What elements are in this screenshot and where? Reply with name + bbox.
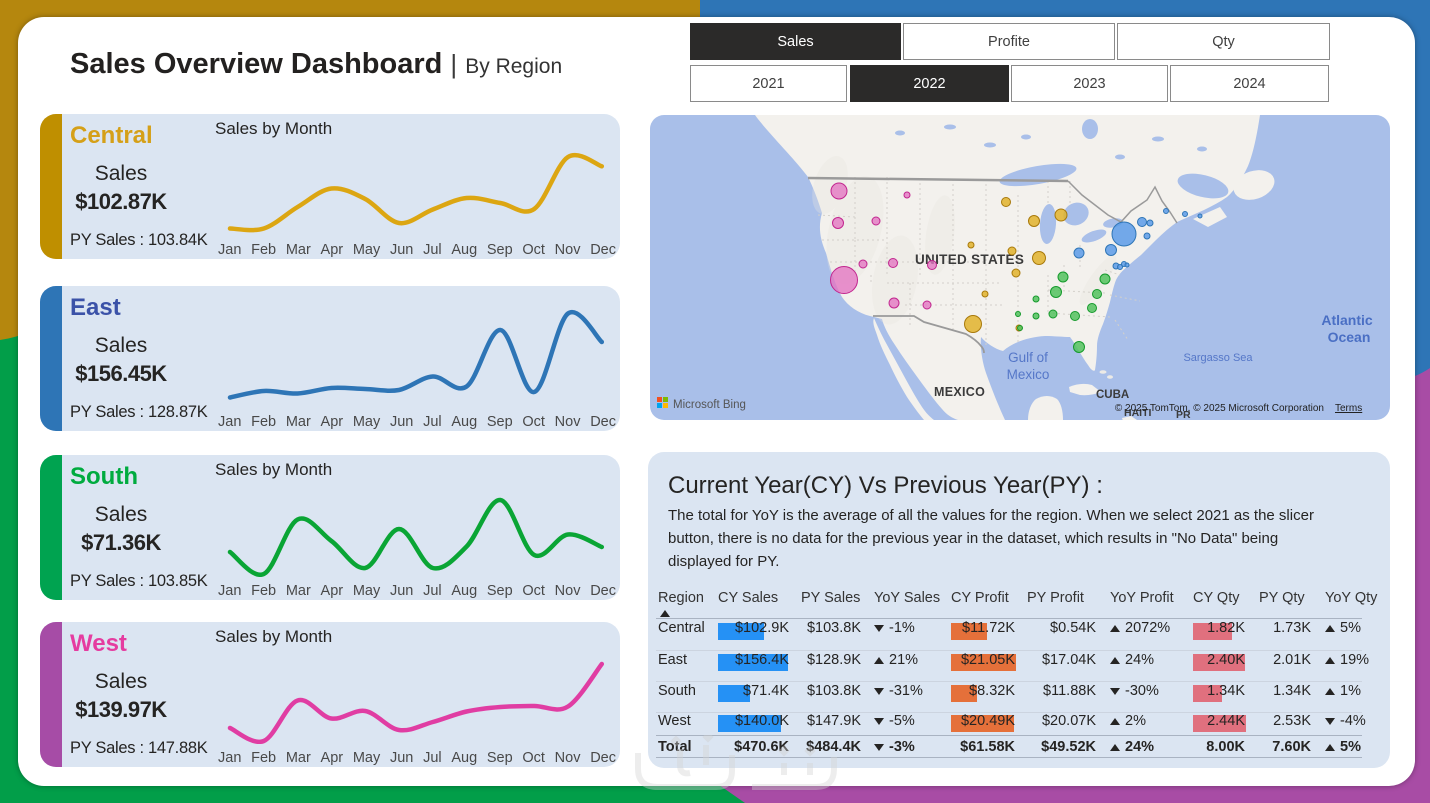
- svg-text:© 2025 TomTom, © 2025 Microsof: © 2025 TomTom, © 2025 Microsoft Corporat…: [1115, 403, 1324, 414]
- svg-text:PR: PR: [1176, 409, 1191, 420]
- svg-text:Gulf of: Gulf of: [1008, 350, 1048, 365]
- svg-text:MEXICO: MEXICO: [934, 385, 985, 399]
- svg-text:Sargasso Sea: Sargasso Sea: [1183, 352, 1253, 364]
- svg-text:Mexico: Mexico: [1007, 367, 1050, 382]
- svg-text:Ocean: Ocean: [1328, 329, 1371, 345]
- svg-text:Atlantic: Atlantic: [1321, 312, 1373, 328]
- svg-text:UNITED STATES: UNITED STATES: [915, 252, 1024, 267]
- svg-text:Terms: Terms: [1335, 403, 1362, 414]
- svg-text:HAITI: HAITI: [1124, 407, 1151, 419]
- svg-text:Microsoft Bing: Microsoft Bing: [673, 399, 746, 411]
- svg-text:CUBA: CUBA: [1096, 389, 1129, 401]
